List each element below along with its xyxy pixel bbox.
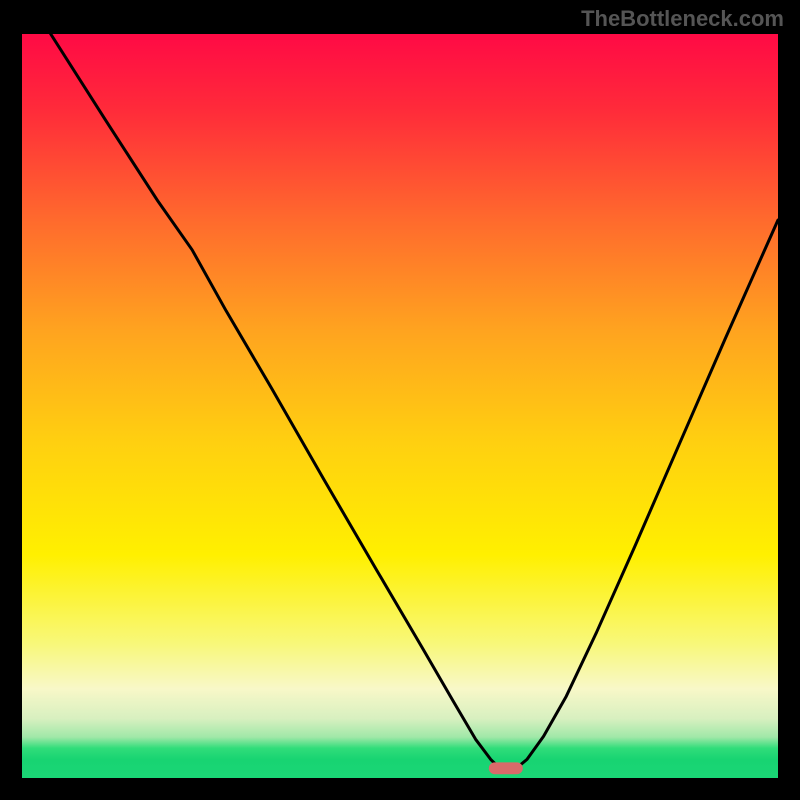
minimum-marker (489, 762, 523, 774)
bottleneck-curve (51, 34, 778, 771)
chart-overlay (22, 34, 778, 778)
source-watermark: TheBottleneck.com (581, 6, 784, 32)
chart-area (22, 34, 778, 778)
